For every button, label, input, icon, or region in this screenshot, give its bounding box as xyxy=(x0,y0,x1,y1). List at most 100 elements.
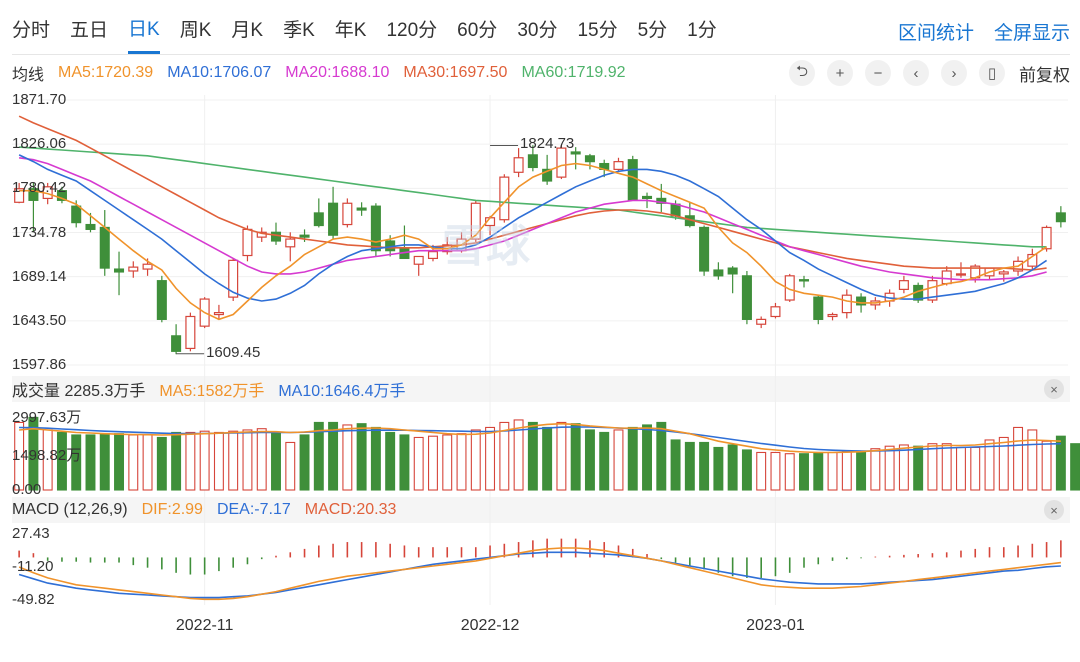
volume-legend-items: MA5:1582万手 MA10:1646.4万手 xyxy=(159,377,419,401)
volume-bar xyxy=(684,441,695,491)
candle-body xyxy=(156,280,167,320)
candle-body xyxy=(142,263,153,270)
volume-bar xyxy=(199,430,210,491)
candle-icon[interactable]: ▯ xyxy=(979,60,1005,86)
macd-header: MACD (12,26,9) DIF:2.99 DEA:-7.17 MACD:20.… xyxy=(12,497,1070,523)
price-adjust-selector[interactable]: 前复权 xyxy=(1019,65,1070,85)
price-tick-label: 1780.42 xyxy=(12,179,67,197)
tab-11[interactable]: 5分 xyxy=(637,20,668,41)
tab-12[interactable]: 1分 xyxy=(687,20,717,41)
candle-body xyxy=(542,168,553,182)
candle-body xyxy=(756,318,767,325)
candle-body xyxy=(741,275,752,320)
candle-body xyxy=(527,154,538,169)
volume-bar xyxy=(599,431,610,491)
candle-body xyxy=(14,188,25,203)
volume-bar xyxy=(998,436,1009,491)
volume-bar xyxy=(470,429,481,491)
tab-8[interactable]: 60分 xyxy=(457,20,498,41)
candle-body xyxy=(856,296,867,306)
candle-body xyxy=(513,157,524,173)
volume-bar xyxy=(527,421,538,491)
chart-toolbar: ⮌ + − ‹ › ▯ 前复权 xyxy=(777,60,1070,86)
ma-legend-items: MA5:1720.39 MA10:1706.07 MA20:1688.10 MA30:… xyxy=(58,64,640,82)
tab-6[interactable]: 年K xyxy=(334,20,367,41)
volume-header: 成交量 2285.3万手 MA5:1582万手 MA10:1646.4万手 × xyxy=(12,376,1070,402)
close-volume-icon[interactable]: × xyxy=(1044,379,1064,399)
volume-bar xyxy=(356,423,367,491)
candle-body xyxy=(242,228,253,257)
close-macd-icon[interactable]: × xyxy=(1044,500,1064,520)
candle-body xyxy=(699,226,710,272)
candle-body xyxy=(927,280,938,301)
ma_header-legend-3: MA30:1697.50 xyxy=(403,64,508,81)
period-tab-bar: 分时 五日 日K 周K 月K 季K 年K 120分 60分 30分 15分 5分 1分 区间统计 全屏显示 xyxy=(12,8,1070,55)
volume-bar xyxy=(984,439,995,491)
candle-body xyxy=(213,312,224,316)
volume-bar xyxy=(228,430,239,491)
volume-bar xyxy=(128,434,139,491)
volume-bar xyxy=(642,424,653,491)
candle-body xyxy=(313,212,324,227)
volume-bar xyxy=(927,443,938,491)
candle-body xyxy=(613,161,624,170)
date-axis-label: 2023-01 xyxy=(746,617,805,634)
zoom-in-icon[interactable]: + xyxy=(827,60,853,86)
tab-3[interactable]: 周K xyxy=(179,20,212,41)
volume-bar xyxy=(656,421,667,491)
candle-body xyxy=(185,315,196,350)
candle-body xyxy=(342,202,353,226)
volume-bar xyxy=(1055,435,1066,491)
candle-body xyxy=(256,231,267,238)
candle-body xyxy=(770,306,781,318)
ma-legend-title: 均线 xyxy=(12,67,45,84)
volume-bar xyxy=(884,445,895,491)
volume-bar xyxy=(413,436,424,491)
candle-body xyxy=(670,203,681,217)
candle-body xyxy=(841,294,852,314)
zoom-out-icon[interactable]: − xyxy=(865,60,891,86)
watermark-logo: 雪球 xyxy=(442,222,530,271)
tab-4[interactable]: 月K xyxy=(231,20,264,41)
tab-0[interactable]: 分时 xyxy=(12,20,51,41)
candle-body xyxy=(813,296,824,320)
ma30-line xyxy=(18,115,1047,271)
tab-10[interactable]: 15分 xyxy=(577,20,618,41)
volume-bar xyxy=(955,446,966,491)
price-tick-label: 1597.86 xyxy=(12,356,67,373)
fullscreen-link[interactable]: 全屏显示 xyxy=(993,22,1070,44)
candle-body xyxy=(413,255,424,265)
volume-bar xyxy=(99,433,110,491)
tab-9[interactable]: 30分 xyxy=(517,20,558,41)
volume-bar xyxy=(542,426,553,491)
candle-body xyxy=(798,279,810,282)
volume-bar xyxy=(185,431,196,491)
price-tick-label: 1689.14 xyxy=(12,267,67,285)
volume-bar xyxy=(499,421,510,491)
candle-body xyxy=(827,313,838,318)
volume-bar xyxy=(1041,440,1052,491)
tab-5[interactable]: 季K xyxy=(283,20,315,41)
candle-body xyxy=(955,273,966,276)
volume-tick-label: 2997.63万 xyxy=(12,409,82,426)
tab-2[interactable]: 日K xyxy=(128,8,160,54)
macd-tick-label: -11.20 xyxy=(12,558,54,575)
candle-body xyxy=(898,280,909,290)
right-icon[interactable]: › xyxy=(941,60,967,86)
macd-legend-items: DIF:2.99 DEA:-7.17 MACD:20.33 xyxy=(142,501,411,519)
undo-icon[interactable]: ⮌ xyxy=(789,60,815,86)
tab-1[interactable]: 五日 xyxy=(70,20,109,41)
volume-bar xyxy=(799,453,809,491)
volume-bar xyxy=(385,431,396,491)
volume-bar xyxy=(328,421,339,491)
range-stats-link[interactable]: 区间统计 xyxy=(897,22,974,44)
price-tick-label: 1734.78 xyxy=(12,223,67,241)
volume-tick-label: 1498.82万 xyxy=(12,446,82,464)
volume-bar xyxy=(142,434,153,491)
left-icon[interactable]: ‹ xyxy=(903,60,929,86)
tab-7[interactable]: 120分 xyxy=(386,20,438,41)
candle-body xyxy=(627,159,638,201)
volume-bar xyxy=(85,434,96,491)
volume-bar xyxy=(870,448,881,491)
